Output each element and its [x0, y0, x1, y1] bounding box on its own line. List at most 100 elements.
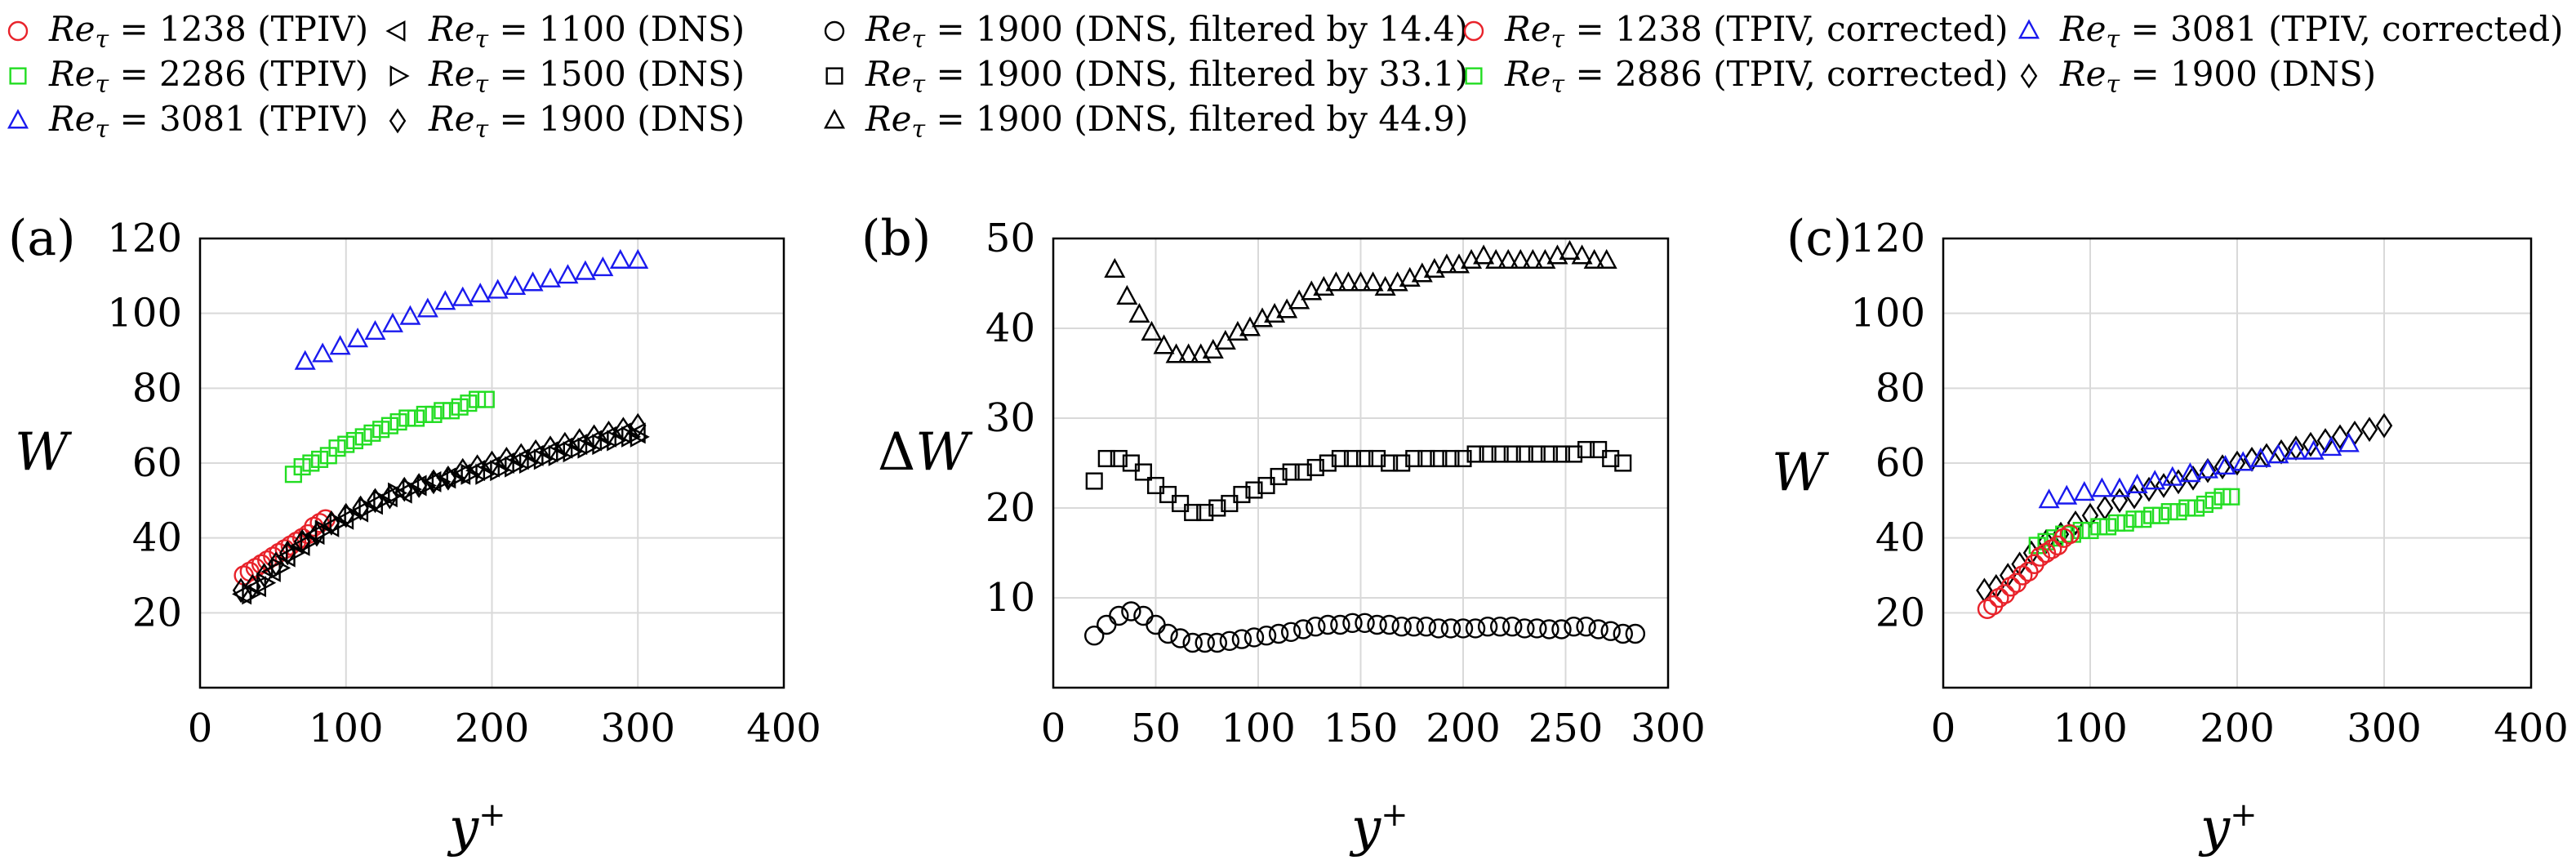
x-tick-label: 200: [2200, 706, 2275, 751]
data-point: [1318, 614, 1338, 635]
data-point: [2285, 439, 2307, 460]
data-point: [1153, 334, 1175, 354]
data-point: [469, 390, 487, 408]
series-2-3: [1977, 524, 2080, 619]
legend-marker-circle: [1463, 20, 1484, 42]
legend-right-item: Reτ = 1238 (TPIV, corrected): [1504, 9, 2009, 54]
y-tick-label: 120: [107, 216, 182, 261]
data-point: [451, 398, 469, 416]
data-point: [1165, 343, 1187, 363]
panel-a-label: (a): [8, 210, 76, 267]
y-tick-label: 100: [107, 291, 182, 336]
data-point: [2346, 420, 2364, 446]
data-point: [345, 431, 364, 450]
legend-marker-triangle-up: [7, 109, 29, 129]
x-tick-label: 0: [1041, 706, 1066, 751]
data-point: [2375, 412, 2393, 439]
data-point: [563, 441, 583, 463]
data-point: [2030, 546, 2051, 567]
data-point: [2205, 492, 2222, 510]
data-point: [1280, 622, 1301, 642]
data-point: [1368, 449, 1386, 468]
data-point: [1355, 613, 1375, 633]
legend-left: Reτ = 1238 (TPIV) Reτ = 1100 (DNS) Reτ = 1…: [7, 9, 1468, 144]
legend-left-item: Reτ = 1238 (TPIV): [48, 9, 368, 54]
data-point: [487, 278, 509, 299]
x-tick-label: 100: [2053, 706, 2128, 751]
data-point: [2169, 503, 2187, 521]
data-point: [505, 456, 525, 478]
data-point: [388, 482, 408, 504]
data-point: [1435, 253, 1457, 274]
data-point: [300, 531, 320, 553]
data-point: [2187, 499, 2205, 517]
data-point: [1207, 632, 1228, 653]
data-point: [592, 434, 612, 456]
data-point: [364, 319, 386, 341]
data-point: [337, 435, 355, 453]
legend-marker-square: [1465, 67, 1483, 85]
data-point: [490, 460, 510, 482]
data-point: [328, 439, 346, 457]
data-point: [329, 512, 349, 534]
data-point: [1527, 618, 1547, 639]
data-point: [1268, 623, 1289, 644]
legend-left-item: Reτ = 3081 (TPIV): [48, 99, 368, 144]
data-point: [2144, 470, 2166, 490]
data-point: [1417, 449, 1435, 468]
data-point: [1590, 440, 1608, 459]
data-point: [354, 428, 372, 446]
data-point: [1355, 449, 1374, 468]
data-point: [1600, 621, 1621, 641]
panel-a-ylabel: W: [15, 422, 73, 483]
data-point: [2111, 488, 2129, 514]
data-point: [425, 405, 443, 423]
data-point: [416, 475, 437, 497]
data-point: [1343, 449, 1362, 468]
data-point: [1625, 623, 1646, 644]
x-tick-label: 300: [1631, 706, 1706, 751]
data-point: [2196, 458, 2219, 479]
data-point: [1576, 617, 1596, 637]
x-tick-label: 0: [188, 706, 213, 751]
series-1-2: [1083, 601, 1646, 653]
data-point: [577, 437, 598, 459]
data-point: [1331, 449, 1349, 468]
data-point: [1367, 614, 1387, 635]
data-point: [446, 467, 466, 489]
plot-frame: [1052, 237, 1670, 689]
y-tick-label: 30: [985, 395, 1035, 441]
data-point: [1522, 248, 1544, 269]
plot-frame: [1942, 237, 2533, 689]
x-tick-label: 150: [1324, 706, 1399, 751]
data-point: [1362, 271, 1384, 292]
x-tick-label: 100: [309, 706, 384, 751]
data-point: [2072, 521, 2090, 540]
data-point: [505, 274, 527, 296]
data-point: [347, 328, 369, 348]
data-point: [1245, 481, 1263, 499]
data-point: [1097, 449, 1115, 468]
data-point: [407, 409, 425, 427]
data-point: [1405, 449, 1423, 468]
data-point: [1564, 617, 1584, 637]
data-point: [522, 271, 544, 292]
data-point: [1559, 239, 1581, 260]
data-point: [1233, 485, 1251, 504]
data-point: [627, 248, 649, 269]
data-point: [1491, 445, 1509, 463]
data-point: [2038, 488, 2060, 509]
data-point: [1256, 626, 1277, 646]
data-point: [1489, 617, 1510, 637]
data-point: [1381, 454, 1399, 472]
panel-b: (b) ΔW y+ 0 50 100 150 200 250 300 10 20 30 40 50: [861, 210, 1706, 858]
data-point: [1379, 614, 1399, 635]
data-point: [1337, 271, 1359, 292]
data-point: [372, 421, 390, 439]
legend-left-item: Reτ = 1900 (DNS): [428, 99, 745, 144]
data-point: [2320, 436, 2342, 457]
panel-b-ylabel: ΔW: [878, 422, 973, 483]
data-point: [1989, 587, 2009, 608]
panel-b-label: (b): [861, 210, 931, 267]
data-point: [539, 267, 562, 287]
